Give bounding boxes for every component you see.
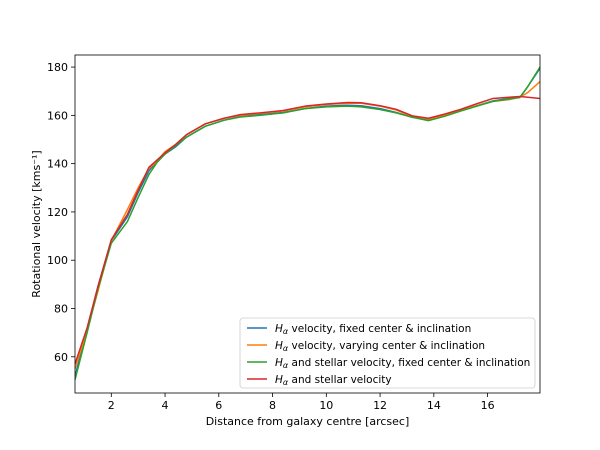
legend-entry-4: Hα and stellar velocity — [247, 374, 392, 387]
legend-entry-3: Hα and stellar velocity, fixed center & … — [247, 357, 530, 370]
legend-label: Hα and stellar velocity, fixed center & … — [275, 357, 530, 370]
legend-label: Hα and stellar velocity — [275, 374, 392, 387]
x-axis-ticks: 2 4 6 8 10 12 14 16 — [108, 393, 495, 412]
x-tick-label: 2 — [108, 399, 115, 412]
x-tick-label: 16 — [481, 399, 495, 412]
series-line-4 — [75, 95, 540, 365]
y-tick-label: 140 — [47, 158, 68, 171]
legend-box — [239, 317, 536, 389]
x-axis-label: Distance from galaxy centre [arcsec] — [206, 415, 410, 428]
legend-entry-1: Hα velocity, fixed center & inclination — [247, 323, 471, 336]
x-tick-label: 10 — [319, 399, 333, 412]
x-tick-label: 12 — [373, 399, 387, 412]
legend-label: Hα velocity, fixed center & inclination — [275, 323, 471, 336]
plot-frame — [74, 54, 541, 394]
x-tick-label: 14 — [427, 399, 441, 412]
x-tick-label: 4 — [162, 399, 169, 412]
y-tick-label: 120 — [47, 206, 68, 219]
y-tick-label: 180 — [47, 61, 68, 74]
legend: Hα velocity, fixed center & inclination H… — [239, 317, 536, 389]
legend-label: Hα velocity, varying center & inclinatio… — [275, 340, 485, 353]
x-tick-label: 8 — [269, 399, 276, 412]
x-tick-label: 6 — [215, 399, 222, 412]
y-tick-label: 160 — [47, 109, 68, 122]
y-axis-ticks: 60 80 100 120 140 160 180 — [47, 61, 75, 364]
y-tick-label: 100 — [47, 254, 68, 267]
y-axis-label: Rotational velocity [kms⁻¹] — [30, 150, 43, 297]
series-lines — [75, 66, 540, 380]
y-tick-label: 60 — [54, 351, 68, 364]
series-line-3 — [75, 66, 540, 380]
legend-entry-2: Hα velocity, varying center & inclinatio… — [247, 340, 485, 353]
y-tick-label: 80 — [54, 303, 68, 316]
